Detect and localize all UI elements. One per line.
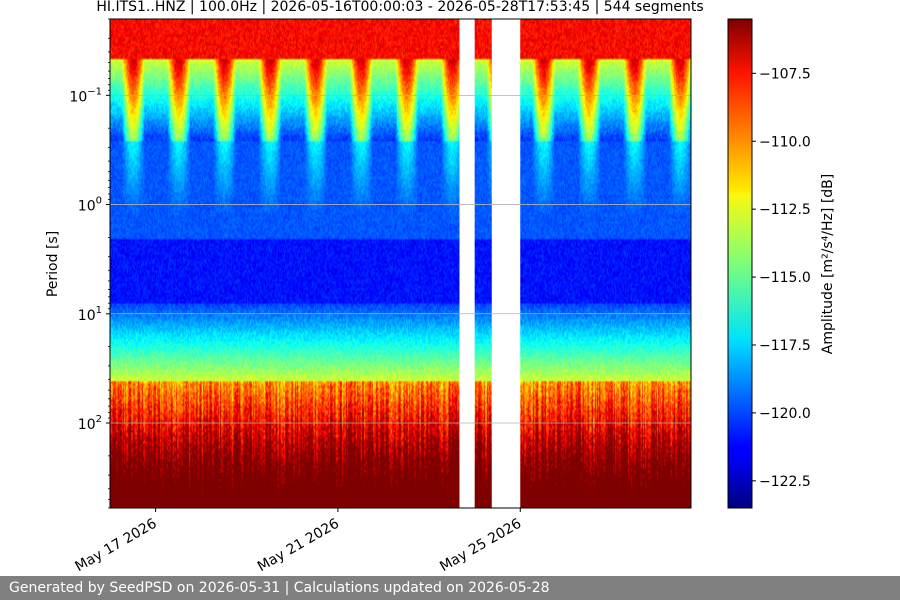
- spectrogram-plot-area: [109, 18, 692, 509]
- colorbar-label: Amplitude [m²/s⁴/Hz] [dB]: [820, 174, 836, 354]
- y-gridlines: [110, 94, 691, 424]
- colorbar-tick-label: −110.0: [759, 134, 811, 150]
- y-tick-label: 10−1: [69, 86, 102, 105]
- x-axis-ticks: May 17 2026 May 21 2026 May 25 2026: [73, 508, 524, 576]
- data-gap: [491, 19, 521, 508]
- colorbar-tick-label: −122.5: [759, 474, 811, 490]
- y-tick-label: 100: [78, 196, 102, 215]
- y-tick-exponent: −1: [87, 86, 102, 97]
- plot-frame: [109, 18, 692, 509]
- x-tick-label: May 17 2026: [73, 516, 160, 576]
- y-tick-exponent: 0: [96, 196, 102, 207]
- footer-bar: Generated by SeedPSD on 2026-05-31 | Cal…: [0, 576, 900, 600]
- spectrogram-heatmap: [110, 19, 691, 508]
- y-tick-label: 101: [78, 305, 102, 324]
- x-tick-label: May 21 2026: [255, 516, 342, 576]
- colorbar-tick-label: −115.0: [759, 270, 811, 286]
- colorbar-ticks: −107.5 −110.0 −112.5 −115.0 −117.5 −120.0 −122…: [752, 66, 811, 490]
- y-tick-label: 102: [78, 414, 102, 433]
- colorbar-tick-label: −120.0: [759, 406, 811, 422]
- y-tick-exponent: 2: [96, 414, 102, 425]
- colorbar-tick-label: −107.5: [759, 66, 811, 82]
- y-tick-exponent: 1: [96, 305, 102, 316]
- y-axis-label: Period [s]: [45, 231, 61, 297]
- data-gap: [459, 19, 475, 508]
- footer-text: Generated by SeedPSD on 2026-05-31 | Cal…: [9, 580, 550, 596]
- x-tick-label: May 25 2026: [437, 516, 524, 576]
- colorbar-gradient: [727, 18, 753, 509]
- colorbar: −107.5 −110.0 −112.5 −115.0 −117.5 −120.0 −122…: [727, 18, 836, 509]
- colorbar-tick-label: −112.5: [759, 202, 811, 218]
- psd-spectrogram-chart: HI.ITS1..HNZ | 100.0Hz | 2026-05-16T00:0…: [45, 0, 836, 576]
- chart-title: HI.ITS1..HNZ | 100.0Hz | 2026-05-16T00:0…: [96, 0, 703, 15]
- colorbar-tick-label: −117.5: [759, 338, 811, 354]
